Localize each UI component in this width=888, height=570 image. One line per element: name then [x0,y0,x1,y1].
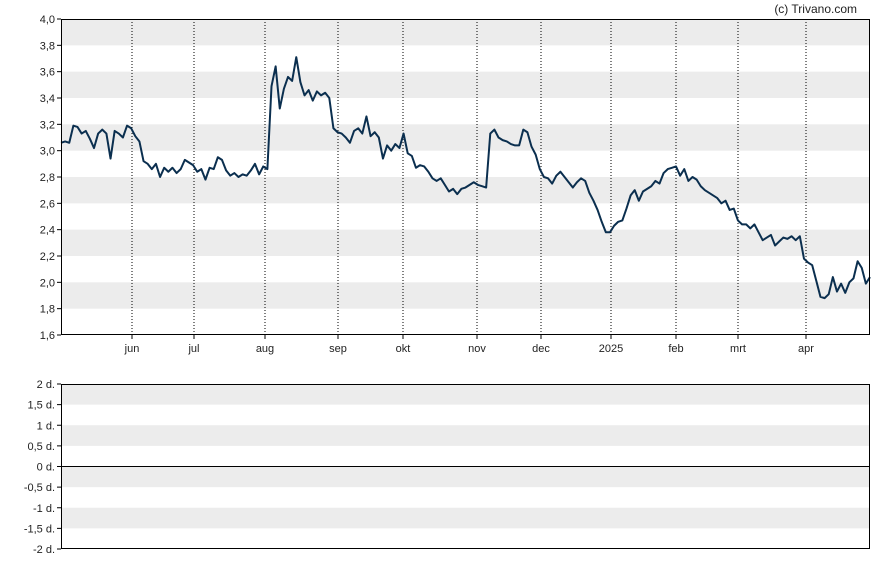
price-x-tick-label: 2025 [599,343,623,355]
price-x-tick-label: aug [256,343,274,355]
price-series-line [60,56,871,300]
price-grid-band [61,282,870,309]
price-grid-band [61,124,870,151]
price-y-tick-label: 3,0 [40,146,55,158]
price-y-tick-label: 3,6 [40,67,55,79]
price-y-tick-label: 1,6 [40,330,55,342]
dividend-y-tick-label: 2 d. [37,379,55,391]
price-grid-band [61,19,870,46]
price-x-tick-label: jun [124,343,140,355]
price-x-tick-label: mrt [730,343,746,355]
price-x-tick-label: feb [668,343,683,355]
dividend-y-tick-label: 0,5 d. [27,441,55,453]
price-grid-band [61,177,870,204]
price-y-tick-label: 2,4 [40,225,55,237]
dividend-grid-band [61,466,870,488]
price-x-tick-label: nov [468,343,486,355]
dividend-y-tick-label: 1 d. [37,420,55,432]
price-chart-panel: jun jul aug sep okt nov dec 2025 feb mrt apr 1,6 1,8… [40,14,871,355]
dividend-grid-band [61,507,870,529]
dividend-y-tick-label: -2 d. [33,544,55,556]
price-x-tick-label: okt [396,343,411,355]
copyright-text: (c) Trivano.com [774,2,857,16]
price-y-tick-label: 2,0 [40,277,55,289]
price-chart-frame [61,19,870,335]
price-x-tick-label: jul [187,343,199,355]
price-y-tick-label: 3,4 [40,93,55,105]
price-y-tick-label: 3,2 [40,119,55,131]
price-grid-band [61,71,870,98]
price-y-tick-label: 3,8 [40,40,55,52]
dividend-grid-band [61,384,870,405]
price-y-tick-label: 2,6 [40,198,55,210]
dividend-grid-band [61,425,870,446]
price-y-tick-label: 1,8 [40,304,55,316]
price-x-tick-label: sep [329,343,347,355]
price-y-tick-label: 2,2 [40,251,55,263]
price-y-tick-label: 2,8 [40,172,55,184]
dividend-y-tick-label: -1 d. [33,503,55,515]
price-x-tick-label: apr [798,343,814,355]
price-y-tick-label: 4,0 [40,14,55,26]
dividend-chart-frame [61,384,870,549]
dividend-y-tick-label: 0 d. [37,462,55,474]
dividend-y-tick-label: 1,5 d. [27,400,55,412]
dividend-chart-panel: 2 d. 1,5 d. 1 d. 0,5 d. 0 d. -0,5 d. -1 d. -1,5… [24,379,870,556]
dividend-y-tick-label: -1,5 d. [24,523,55,535]
price-x-tick-label: dec [532,343,550,355]
dividend-y-tick-label: -0,5 d. [24,482,55,494]
price-grid-band [61,229,870,256]
